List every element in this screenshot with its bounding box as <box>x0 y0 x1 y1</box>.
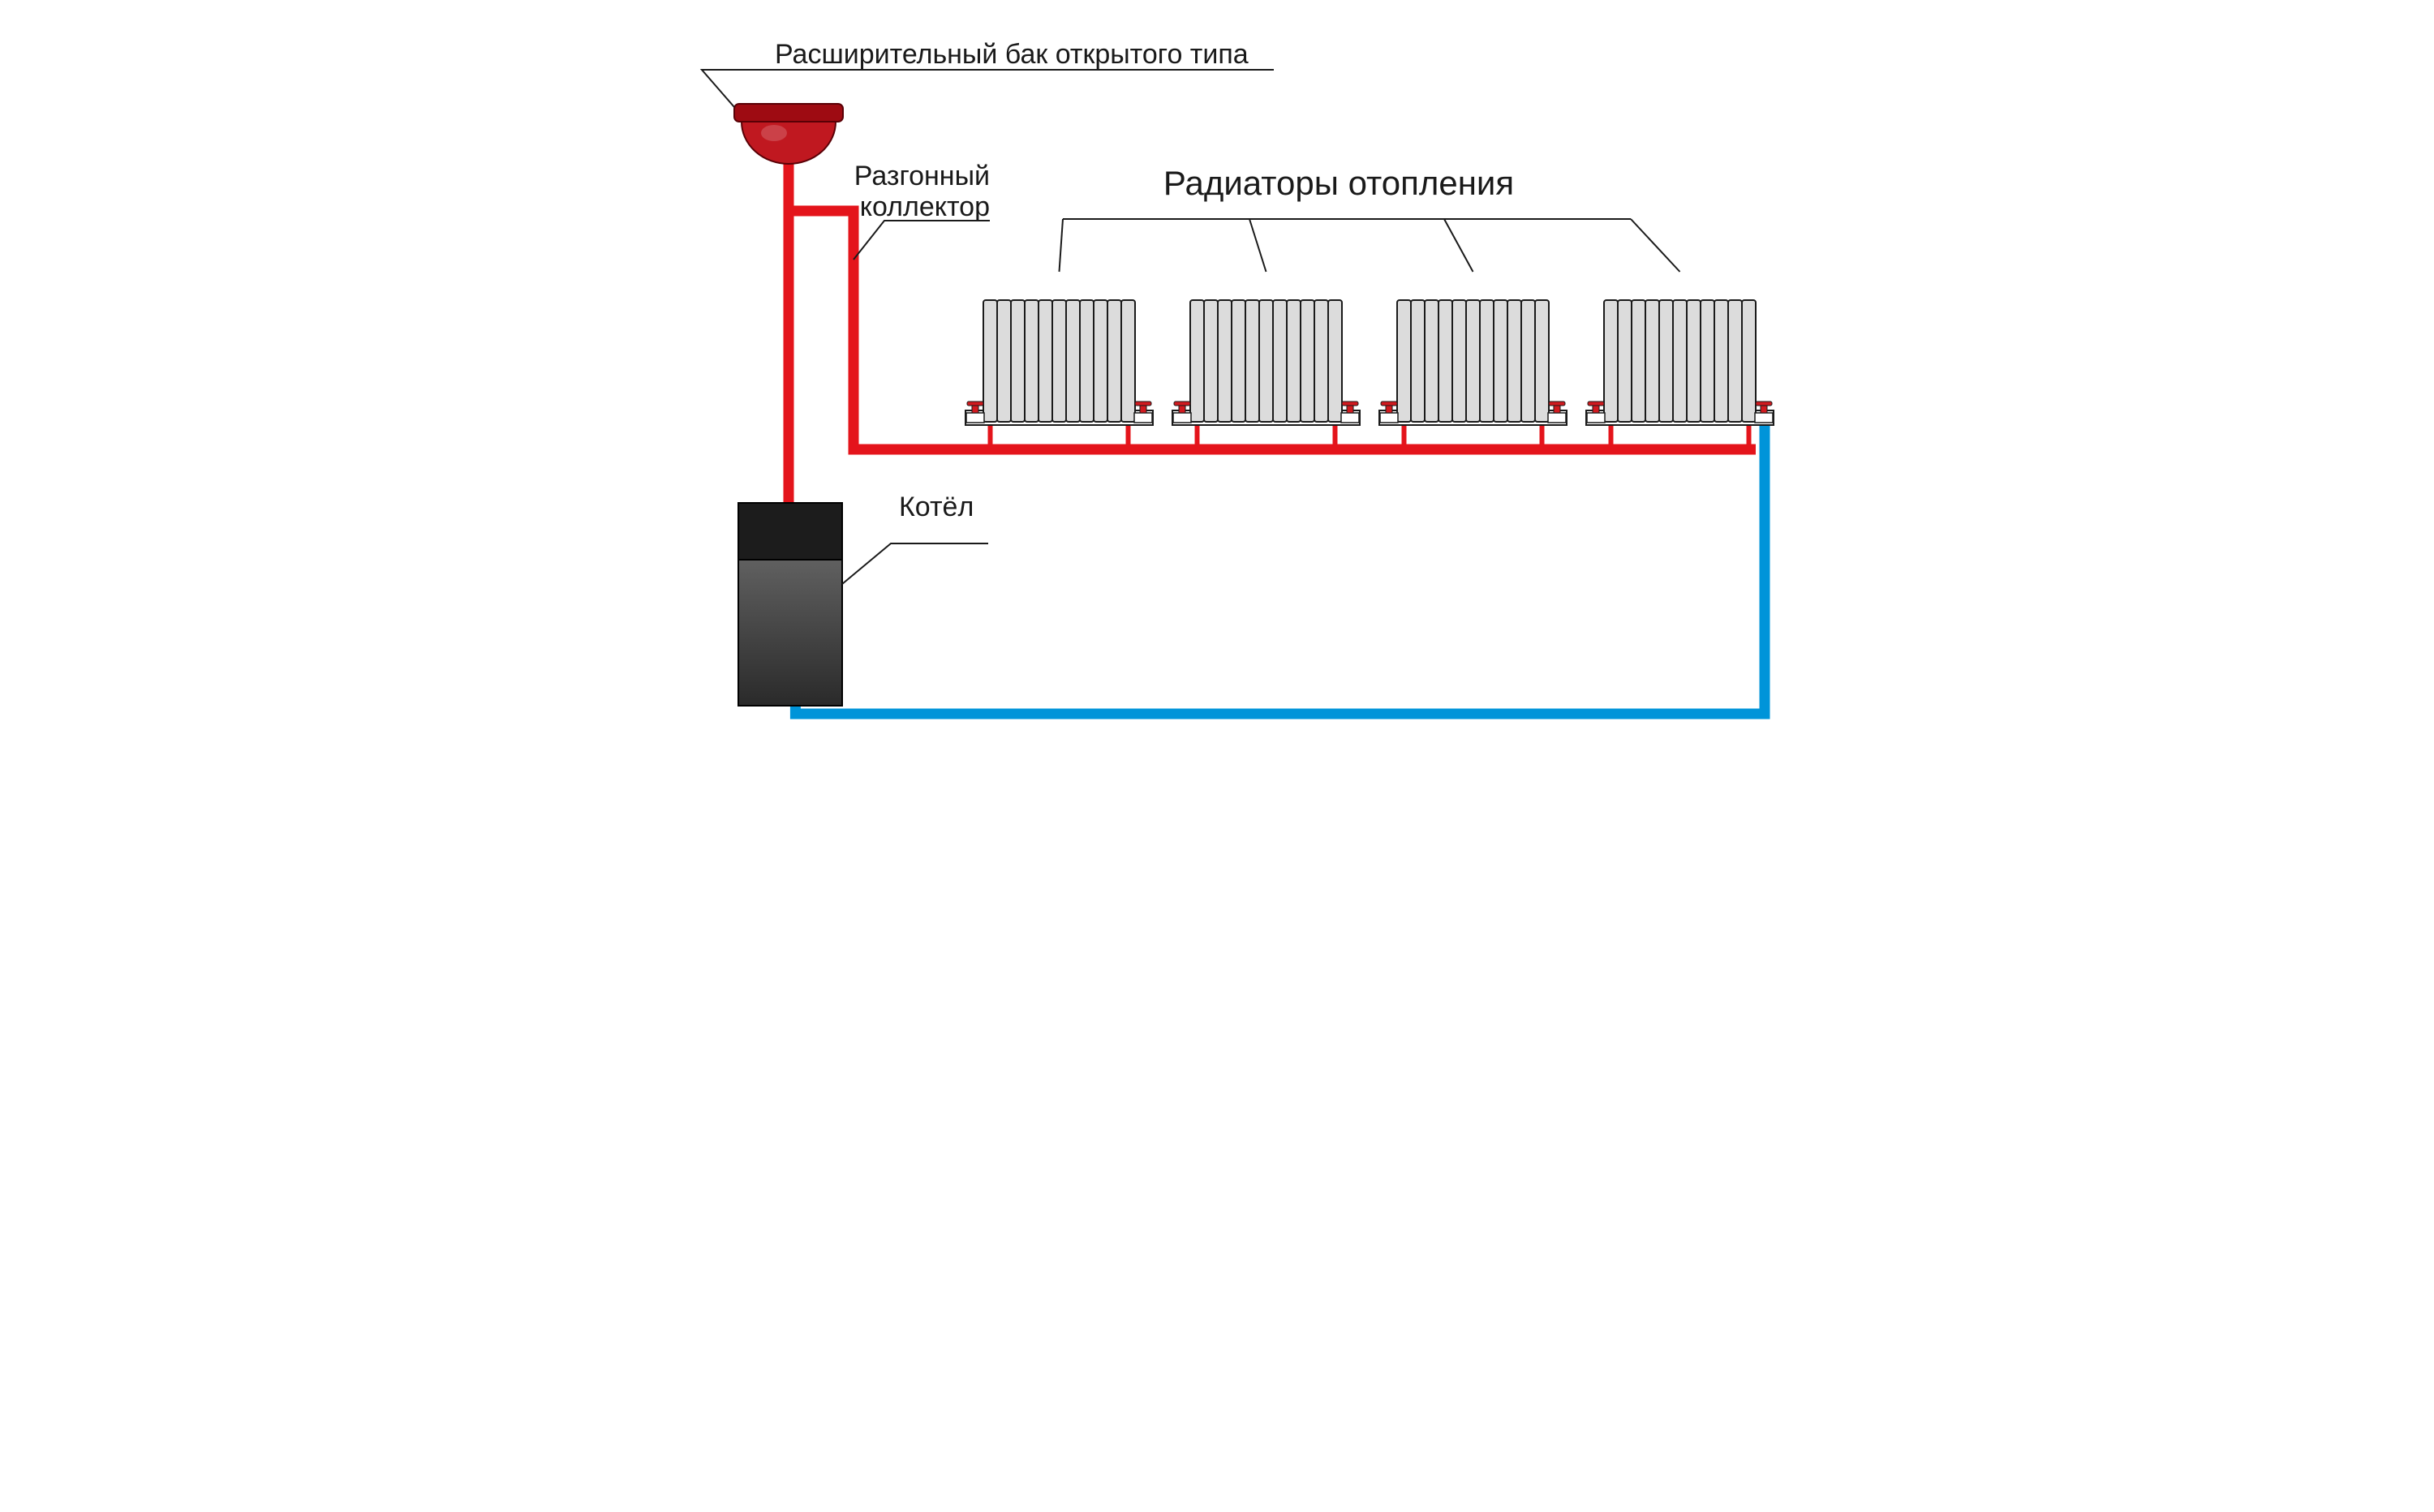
radiators-title-label: Радиаторы отопления <box>1163 164 1514 202</box>
acceleration-collector-label-2: коллектор <box>860 191 990 222</box>
radiator <box>1604 300 1756 422</box>
boiler-label: Котёл <box>899 492 974 522</box>
radiator <box>983 300 1135 422</box>
heating-system-diagram: Расширительный бак открытого типа Разгон… <box>608 0 1826 756</box>
radiators-group <box>983 300 1756 422</box>
radiator <box>1397 300 1549 422</box>
expansion-tank-icon <box>734 104 843 164</box>
acceleration-collector-label-1: Разгонный <box>854 161 990 191</box>
boiler-icon <box>738 503 842 706</box>
acceleration-collector-pipe <box>789 211 854 449</box>
expansion-tank-label: Расширительный бак открытого типа <box>775 39 1249 70</box>
return-pipe-cold <box>795 418 1765 714</box>
radiator <box>1190 300 1342 422</box>
